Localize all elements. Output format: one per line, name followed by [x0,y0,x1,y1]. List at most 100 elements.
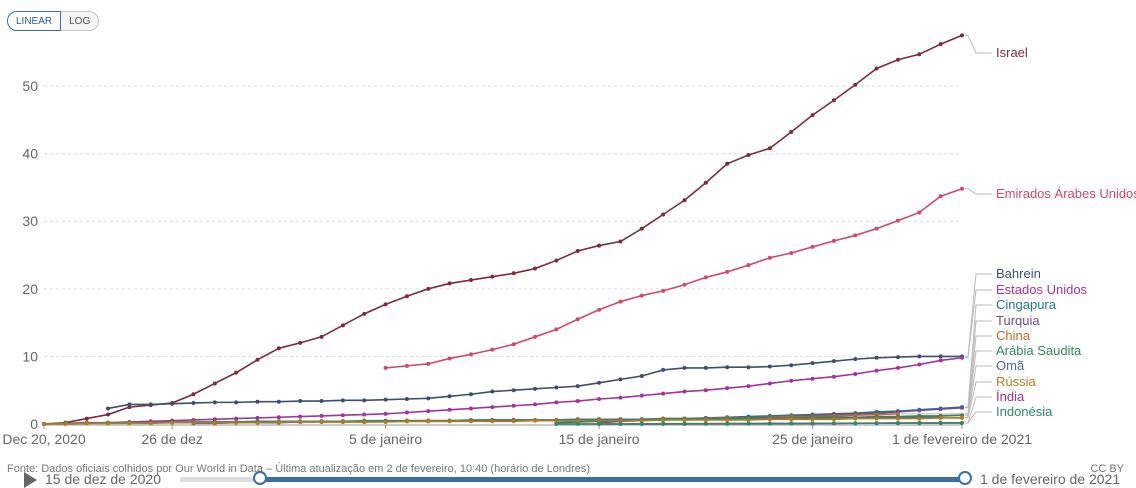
data-point [212,420,217,425]
data-point [789,421,794,426]
data-point [725,269,730,274]
data-point [810,113,815,118]
data-point [298,399,303,404]
timeline-start-handle[interactable] [253,471,267,485]
series-label: Índia [996,389,1025,404]
data-point [447,281,452,286]
data-point [106,421,111,426]
data-point [746,153,751,158]
label-connector [965,34,992,54]
y-tick-label: 10 [22,348,38,364]
scale-toggle: LINEAR LOG [7,11,100,31]
data-point [597,418,602,423]
data-point [191,420,196,425]
data-point [960,405,964,410]
data-point [340,413,345,418]
series-israel: Israel [42,33,1028,426]
data-point [276,415,281,420]
data-point [639,226,644,231]
data-point [106,412,111,417]
data-point [853,82,858,87]
timeline-slider: 15 de dez de 2020 1 de fevereiro de 2021 [0,466,1136,488]
series-estados-unidos: Estados Unidos [42,282,1088,426]
license-link[interactable]: CC BY [1090,463,1124,475]
data-point [895,355,900,360]
data-point [831,98,836,103]
data-point [340,398,345,403]
series-line [385,188,963,369]
data-point [468,392,473,397]
data-point [468,352,473,357]
data-point [767,255,772,260]
data-point [960,355,964,360]
vaccination-line-chart: 0 10 20 30 40 50 Dec 20, 2020 26 de dez 5 de jan… [2,33,1136,447]
data-point [639,421,644,426]
timeline-end-handle[interactable] [958,471,972,485]
data-point [533,334,538,339]
data-point [276,346,281,351]
data-point [789,378,794,383]
log-scale-button[interactable]: LOG [61,11,100,31]
data-point [746,263,751,268]
data-point [170,401,175,406]
data-point [63,422,68,426]
y-tick-label: 20 [22,281,38,297]
data-point [276,419,281,424]
x-tick-label: 26 de dez [141,431,203,447]
series-label: Estados Unidos [996,282,1088,297]
data-point [917,362,922,367]
data-point [191,401,196,406]
data-point [554,385,559,390]
series-cingapura: Cingapura [554,297,1057,425]
data-point [703,421,708,426]
data-point [917,354,922,359]
data-point [212,400,217,405]
data-point [639,293,644,298]
data-point [895,365,900,370]
label-connector [965,289,992,359]
y-tick-label: 40 [22,146,38,162]
data-point [597,307,602,312]
data-point [853,371,858,376]
data-point [810,361,815,366]
data-point [661,421,666,426]
data-point [468,406,473,411]
data-point [404,363,409,368]
data-point [853,357,858,362]
data-point [404,294,409,299]
data-point [597,380,602,385]
data-point [810,376,815,381]
label-connector [965,381,992,419]
data-point [810,417,815,422]
series-bahrein: Bahrein [106,266,1041,411]
data-point [490,389,495,394]
data-point [618,395,623,400]
data-point [554,400,559,405]
data-point [703,388,708,393]
data-point [212,381,217,386]
data-point [725,417,730,422]
data-point [426,361,431,366]
data-point [960,186,964,191]
data-point [298,340,303,345]
linear-scale-button[interactable]: LINEAR [7,11,62,31]
data-point [191,392,196,397]
data-point [661,288,666,293]
data-point [661,367,666,372]
data-point [682,389,687,394]
data-point [831,421,836,426]
data-point [404,396,409,401]
data-point [917,416,922,421]
data-point [447,419,452,424]
data-point [340,323,345,328]
data-point [895,421,900,426]
data-point [682,282,687,287]
y-tick-label: 30 [22,213,38,229]
series-label: Israel [996,45,1028,60]
data-point [682,365,687,370]
data-point [148,402,153,407]
y-tick-label: 0 [30,416,38,432]
data-point [725,161,730,166]
data-point [533,266,538,271]
play-icon[interactable] [24,472,37,488]
